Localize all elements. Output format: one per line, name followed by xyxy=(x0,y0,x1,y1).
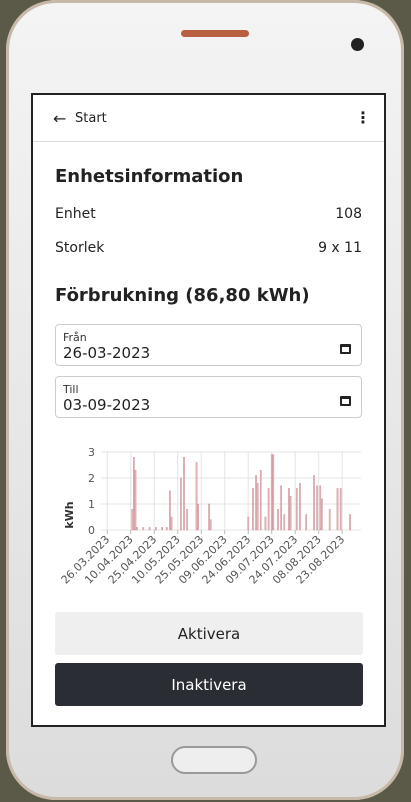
activate-button[interactable]: Aktivera xyxy=(55,612,363,655)
bar xyxy=(271,455,272,530)
bar xyxy=(143,527,144,530)
bar xyxy=(313,475,314,530)
speaker xyxy=(181,30,249,37)
bar xyxy=(284,514,285,530)
bar xyxy=(252,488,253,530)
bar xyxy=(273,455,274,530)
section-title: Förbrukning (86,80 kWh) xyxy=(55,285,310,306)
bar xyxy=(166,527,167,530)
bar xyxy=(171,517,172,530)
bar xyxy=(296,488,297,530)
bar xyxy=(132,509,133,530)
bar xyxy=(187,509,188,530)
bar xyxy=(277,509,278,530)
bar xyxy=(248,517,249,530)
bar xyxy=(265,517,266,530)
bar xyxy=(280,486,281,530)
y-tick-label: 3 xyxy=(88,446,95,459)
bar xyxy=(255,475,256,530)
bar xyxy=(180,478,181,530)
bar xyxy=(340,488,341,530)
row-label: Enhet xyxy=(55,206,96,222)
screen: ← Start ⋮ Enhetsinformation Enhet 108 St… xyxy=(31,93,386,727)
bar xyxy=(337,488,338,530)
bar xyxy=(133,457,134,530)
bar xyxy=(183,457,184,530)
row-label: Storlek xyxy=(55,240,104,256)
chart: 012326.03.202310.04.202325.04.202310.05.… xyxy=(33,435,384,605)
home-button[interactable] xyxy=(171,746,257,774)
bar xyxy=(320,486,321,530)
bar xyxy=(149,527,150,530)
row-value: 108 xyxy=(335,206,362,222)
deactivate-button[interactable]: Inaktivera xyxy=(55,663,363,706)
bar xyxy=(299,483,300,530)
page: ← Start ⋮ Enhetsinformation Enhet 108 St… xyxy=(0,0,411,802)
date-input[interactable]: Från 26-03-2023 xyxy=(55,324,362,366)
y-tick-label: 2 xyxy=(88,472,95,485)
bar xyxy=(196,462,197,530)
bar xyxy=(321,499,322,530)
date-input[interactable]: Till 03-09-2023 xyxy=(55,376,362,418)
bar xyxy=(290,496,291,530)
bar xyxy=(197,504,198,530)
back-arrow[interactable]: ← xyxy=(53,109,66,128)
bar xyxy=(169,491,170,530)
bar xyxy=(317,486,318,530)
bar xyxy=(329,509,330,530)
section-title: Enhetsinformation xyxy=(55,166,243,187)
bar xyxy=(349,514,350,530)
row-value: 9 x 11 xyxy=(318,240,362,256)
bar xyxy=(155,527,156,530)
bar xyxy=(210,520,211,530)
calendar-icon[interactable] xyxy=(340,344,351,354)
y-tick-label: 1 xyxy=(88,498,95,511)
input-label: Till xyxy=(63,383,79,396)
y-axis-label: kWh xyxy=(63,501,76,528)
divider xyxy=(33,141,384,142)
y-tick-label: 0 xyxy=(88,524,95,537)
bar xyxy=(208,504,209,530)
bar xyxy=(260,470,261,530)
bar xyxy=(306,514,307,530)
bar xyxy=(136,527,137,530)
input-value: 26-03-2023 xyxy=(63,344,150,362)
bar xyxy=(268,488,269,530)
input-value: 03-09-2023 xyxy=(63,396,150,414)
input-label: Från xyxy=(63,331,87,344)
camera xyxy=(351,38,364,51)
menu-button[interactable]: ⋮ xyxy=(355,108,371,127)
calendar-icon[interactable] xyxy=(340,396,351,406)
bar xyxy=(135,470,136,530)
back-label[interactable]: Start xyxy=(75,111,107,126)
bar xyxy=(288,488,289,530)
bar xyxy=(161,527,162,530)
bar xyxy=(257,483,258,530)
